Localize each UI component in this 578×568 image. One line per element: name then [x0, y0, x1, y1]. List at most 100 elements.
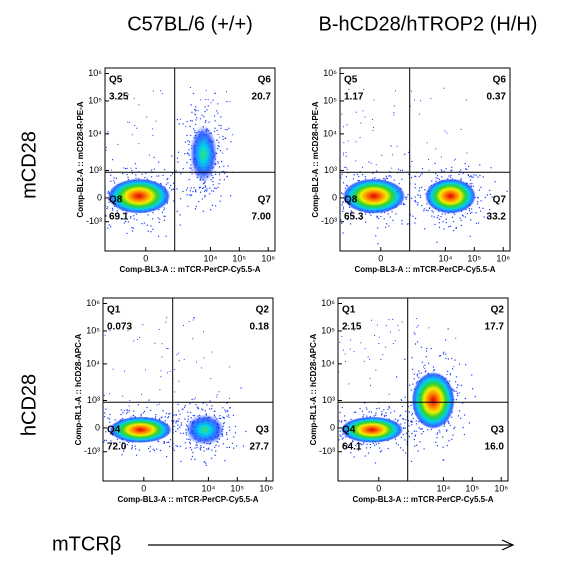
y-tick-label: 10³ — [89, 165, 102, 175]
event-dot — [105, 214, 107, 216]
event-dot — [472, 388, 474, 390]
event-dot — [342, 182, 345, 184]
event-dot — [229, 407, 231, 409]
event-dot — [115, 177, 118, 179]
event-dot — [372, 172, 374, 174]
event-dot — [355, 411, 357, 413]
event-dot — [195, 205, 197, 208]
event-dot — [425, 356, 427, 358]
event-dot — [216, 394, 218, 396]
event-dot — [345, 436, 347, 438]
event-dot — [372, 130, 374, 132]
event-dot — [377, 243, 379, 245]
event-dot — [346, 168, 348, 170]
event-dot — [229, 195, 232, 197]
event-dot — [423, 210, 425, 212]
event-dot — [438, 218, 441, 220]
event-dot — [168, 441, 170, 443]
event-dot — [468, 208, 471, 210]
event-dot — [340, 192, 343, 194]
event-dot — [166, 347, 168, 349]
event-dot — [138, 336, 140, 338]
event-dot — [112, 368, 114, 370]
event-dot — [193, 316, 195, 318]
event-dot — [217, 186, 219, 189]
event-dot — [127, 330, 129, 332]
event-dot — [465, 364, 467, 366]
event-dot — [122, 395, 124, 397]
event-dot — [113, 180, 115, 182]
density-core — [342, 178, 406, 214]
event-dot — [180, 460, 182, 463]
event-dot — [352, 440, 354, 442]
event-dot — [192, 128, 195, 130]
event-dot — [414, 434, 417, 436]
event-dot — [420, 428, 422, 430]
event-dot — [411, 90, 413, 92]
event-dot — [193, 415, 196, 417]
event-dot — [106, 207, 108, 210]
event-dot — [161, 211, 163, 213]
event-dot — [222, 443, 225, 445]
event-dot — [355, 111, 357, 113]
event-dot — [414, 200, 416, 202]
event-dot — [414, 99, 416, 101]
event-dot — [131, 172, 134, 174]
event-dot — [193, 109, 195, 111]
x-tick-label: 10⁶ — [494, 483, 508, 493]
event-dot — [100, 183, 101, 184]
event-dot — [127, 221, 129, 223]
quadrant-percent: 65.3 — [344, 211, 364, 222]
event-dot — [163, 207, 166, 209]
event-dot — [157, 235, 160, 237]
event-dot — [130, 416, 132, 418]
event-dot — [420, 174, 422, 176]
event-dot — [454, 426, 456, 428]
event-dot — [462, 426, 464, 429]
event-dot — [380, 215, 382, 218]
quadrant-percent: 64.1 — [342, 441, 362, 452]
event-dot — [122, 412, 124, 414]
event-dot — [158, 161, 160, 163]
event-dot — [362, 110, 364, 112]
event-dot — [126, 173, 128, 176]
quadrant-percent: 0.37 — [487, 92, 507, 103]
event-dot — [414, 217, 417, 220]
event-dot — [414, 187, 416, 189]
y-tick-label: 10³ — [324, 165, 337, 175]
event-dot — [172, 421, 174, 423]
event-dot — [374, 334, 376, 336]
event-dot — [342, 437, 344, 439]
event-dot — [410, 177, 413, 179]
event-dot — [341, 438, 343, 440]
event-dot — [136, 454, 138, 456]
event-dot — [466, 99, 468, 101]
event-dot — [364, 455, 366, 457]
event-dot — [140, 413, 142, 416]
event-dot — [199, 448, 201, 450]
event-dot — [468, 422, 470, 424]
event-dot — [370, 319, 372, 321]
event-dot — [400, 414, 402, 416]
event-dot — [150, 225, 152, 227]
event-dot — [412, 383, 414, 385]
event-dot — [415, 420, 417, 422]
event-dot — [147, 447, 150, 450]
event-dot — [177, 428, 179, 430]
event-dot — [202, 409, 204, 411]
event-dot — [466, 213, 468, 215]
event-dot — [400, 423, 402, 425]
event-dot — [211, 190, 213, 192]
event-dot — [442, 446, 444, 448]
quadrant-percent: 20.7 — [252, 92, 272, 103]
event-dot — [404, 427, 406, 429]
event-dot — [232, 134, 234, 136]
x-tick-label: 10⁴ — [438, 253, 452, 263]
event-dot — [369, 415, 371, 418]
event-dot — [455, 226, 457, 229]
event-dot — [373, 415, 375, 417]
event-dot — [438, 222, 440, 224]
event-dot — [128, 441, 130, 444]
event-dot — [219, 136, 221, 138]
